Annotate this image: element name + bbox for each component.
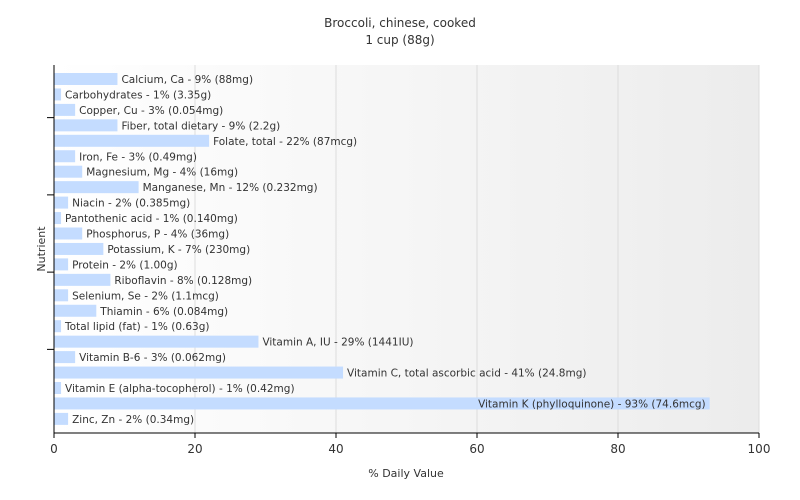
chart-title: Broccoli, chinese, cooked: [324, 16, 476, 30]
bar: [54, 289, 69, 302]
x-tick-label: 80: [610, 442, 625, 456]
bar: [54, 88, 62, 101]
bar: [54, 242, 104, 255]
bar: [54, 412, 69, 425]
bar: [54, 227, 83, 240]
y-axis-title: Nutrient: [35, 226, 48, 272]
x-axis-title: % Daily Value: [368, 467, 444, 480]
bar: [54, 134, 210, 147]
bar-label: Calcium, Ca - 9% (88mg): [121, 74, 253, 86]
bar-label: Fiber, total dietary - 9% (2.2g): [121, 120, 280, 132]
bar-label: Thiamin - 6% (0.084mg): [99, 306, 228, 318]
bar: [54, 196, 69, 209]
bar-label: Vitamin A, IU - 29% (1441IU): [262, 337, 413, 349]
x-tick-label: 60: [469, 442, 484, 456]
bar-label: Magnesium, Mg - 4% (16mg): [86, 167, 238, 179]
bar-label: Vitamin C, total ascorbic acid - 41% (24…: [347, 368, 586, 380]
bars: Calcium, Ca - 9% (88mg) Carbohydrates - 1…: [54, 73, 710, 426]
bar: [54, 366, 344, 379]
bar: [54, 304, 97, 317]
x-tick-label: 0: [50, 442, 58, 456]
bar: [54, 351, 76, 364]
chart-subtitle: 1 cup (88g): [365, 33, 434, 47]
bar: [54, 103, 76, 116]
bar-label: Vitamin B-6 - 3% (0.062mg): [79, 352, 226, 364]
bar-label: Niacin - 2% (0.385mg): [72, 198, 190, 210]
bar-label: Iron, Fe - 3% (0.49mg): [79, 151, 197, 163]
bar: [54, 150, 76, 163]
bar-label: Copper, Cu - 3% (0.054mg): [79, 105, 223, 117]
bar-label: Vitamin K (phylloquinone) - 93% (74.6mcg…: [478, 398, 706, 410]
bar-label: Manganese, Mn - 12% (0.232mg): [143, 182, 318, 194]
x-tick-label: 20: [187, 442, 202, 456]
bar: [54, 273, 111, 286]
bar-label: Folate, total - 22% (87mcg): [213, 136, 357, 148]
axes: 0 20 40 60 80 100: [47, 65, 770, 456]
bar: [54, 258, 69, 271]
bar-label: Vitamin E (alpha-tocopherol) - 1% (0.42m…: [65, 383, 294, 395]
bar: [54, 397, 710, 410]
bar-label: Phosphorus, P - 4% (36mg): [86, 229, 229, 241]
x-tick-label: 40: [328, 442, 343, 456]
bar-label: Potassium, K - 7% (230mg): [107, 244, 250, 256]
bar: [54, 212, 62, 225]
bar-label: Pantothenic acid - 1% (0.140mg): [65, 213, 238, 225]
bar-label: Total lipid (fat) - 1% (0.63g): [64, 321, 209, 333]
bar: [54, 320, 62, 333]
bar: [54, 73, 118, 85]
bar-label: Selenium, Se - 2% (1.1mcg): [72, 290, 219, 302]
bar: [54, 165, 83, 178]
bar-label: Carbohydrates - 1% (3.35g): [65, 89, 211, 101]
bar-label: Riboflavin - 8% (0.128mg): [114, 275, 252, 287]
x-tick-label: 100: [748, 442, 771, 456]
bar: [54, 382, 62, 394]
bar-label: Zinc, Zn - 2% (0.34mg): [72, 414, 194, 426]
bar: [54, 335, 259, 348]
bar: [54, 181, 139, 194]
bar: [54, 119, 118, 132]
bar-label: Protein - 2% (1.00g): [72, 259, 178, 271]
